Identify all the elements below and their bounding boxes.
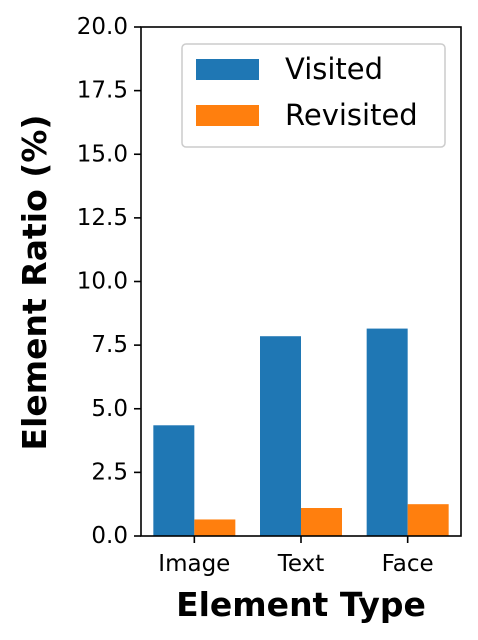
x-tick-label-text: Text	[277, 551, 325, 577]
y-tick-label: 15.0	[77, 141, 128, 167]
y-tick-label: 17.5	[77, 78, 128, 104]
legend: Visited Revisited	[181, 43, 446, 148]
bar-visited-text	[260, 336, 301, 536]
x-axis: Image Text Face	[158, 536, 434, 577]
y-tick-label: 10.0	[77, 269, 128, 295]
y-tick-label: 12.5	[77, 205, 128, 231]
x-axis-title: Element Type	[176, 585, 426, 624]
legend-swatch-visited	[196, 59, 259, 80]
legend-label-visited: Visited	[285, 52, 383, 86]
bar-revisited-image	[194, 519, 236, 536]
y-axis: 0.0 2.5 5.0 7.5 10.0 12.5 15.0 17.5 20.0	[77, 14, 141, 549]
legend-label-revisited: Revisited	[285, 98, 418, 132]
y-tick-label: 7.5	[91, 332, 128, 358]
bar-visited-image	[153, 425, 195, 536]
bar-revisited-face	[407, 504, 449, 536]
plot-frame	[140, 26, 462, 537]
legend-swatch-revisited	[196, 105, 259, 126]
bars-layer	[153, 328, 449, 536]
x-tick-label-image: Image	[158, 551, 230, 577]
x-tick-label-face: Face	[382, 551, 434, 577]
bar-revisited-text	[301, 508, 342, 536]
y-tick-label: 5.0	[91, 396, 128, 422]
y-axis-title: Element Ratio (%)	[15, 115, 54, 451]
y-tick-label: 2.5	[91, 459, 128, 485]
y-tick-label: 0.0	[91, 523, 128, 549]
bar-visited-face	[366, 328, 408, 536]
y-tick-label: 20.0	[77, 14, 128, 40]
